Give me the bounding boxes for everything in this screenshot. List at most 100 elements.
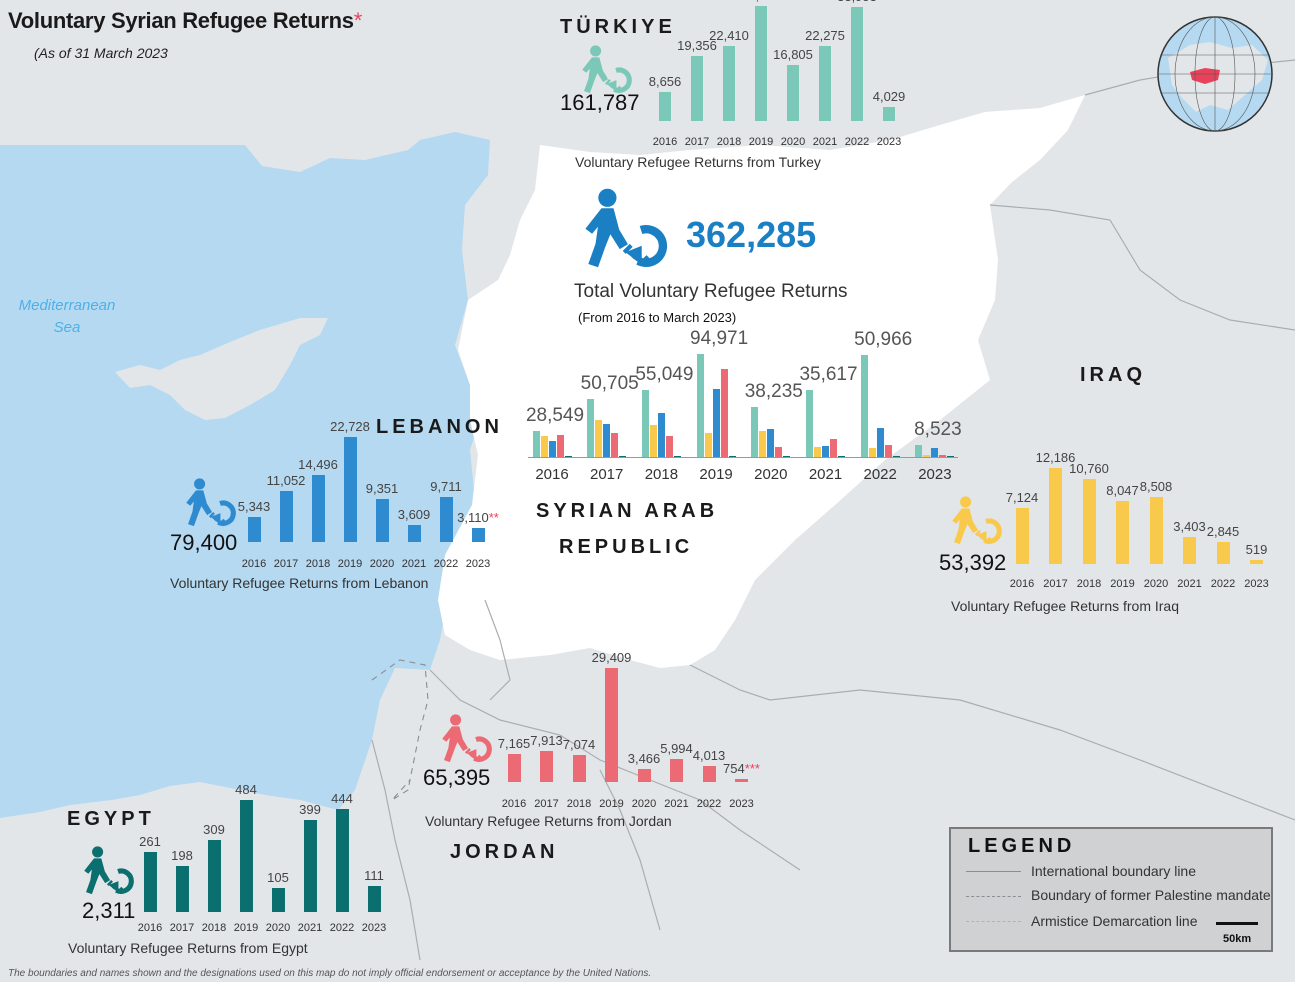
turkey-bar bbox=[691, 56, 703, 121]
iraq-year-label: 2018 bbox=[1076, 578, 1102, 590]
jordan-value-label: 29,409 bbox=[591, 650, 632, 665]
syria-iraq-bar bbox=[704, 432, 712, 457]
syria-egypt-bar bbox=[838, 455, 845, 457]
turkey-bar bbox=[851, 7, 863, 121]
syria-egypt-bar bbox=[892, 455, 900, 457]
egypt-year-label: 2020 bbox=[265, 922, 291, 934]
jordan-value-label: 3,466 bbox=[627, 750, 661, 766]
lebanon-value-label: 14,496 bbox=[298, 457, 338, 473]
egypt-bar bbox=[367, 886, 381, 912]
syria-turkey-bar bbox=[587, 398, 595, 457]
egypt-bar bbox=[175, 866, 189, 912]
egypt-year-label: 2021 bbox=[297, 922, 323, 934]
legend-item-armistice: Armistice Demarcation line bbox=[1031, 913, 1198, 929]
iraq-bar bbox=[1049, 468, 1062, 564]
lebanon-year-label: 2022 bbox=[433, 558, 459, 570]
turkey-value-label: 4,029 bbox=[872, 89, 906, 105]
turkey-value-label: 33,953 bbox=[837, 0, 877, 4]
country-label-egypt: EGYPT bbox=[67, 808, 155, 830]
lebanon-year-label: 2018 bbox=[305, 558, 331, 570]
iraq-caption: Voluntary Refugee Returns from Iraq bbox=[951, 598, 1180, 614]
syria-turkey-bar bbox=[751, 406, 759, 457]
iraq-bar bbox=[1149, 496, 1163, 564]
palestine-mandate-line bbox=[371, 659, 429, 801]
cyprus bbox=[115, 318, 328, 420]
lebanon-value-label: 5,343 bbox=[237, 499, 271, 515]
iraq-bar bbox=[1116, 500, 1129, 564]
country-label-jordan: JORDAN bbox=[450, 841, 559, 863]
iraq-value-label: 3,403 bbox=[1173, 519, 1206, 535]
syria-jordan-bar bbox=[720, 368, 728, 457]
jordan-value-label: 4,013 bbox=[692, 748, 726, 764]
syria-year-total-label: 28,549 bbox=[525, 405, 585, 426]
egypt-bar bbox=[335, 809, 349, 912]
syria-lebanon-bar bbox=[712, 388, 720, 457]
egypt-value-label: 261 bbox=[139, 833, 161, 849]
legend-box: LEGEND International boundary line Bound… bbox=[949, 827, 1273, 952]
jordan-year-label: 2018 bbox=[566, 798, 592, 810]
jordan-bar bbox=[605, 668, 618, 782]
turkey-year-label: 2020 bbox=[780, 136, 806, 148]
turkey-value-label: 16,805 bbox=[773, 46, 813, 62]
syria-turkey-bar bbox=[641, 389, 649, 457]
lebanon-value-label: 22,728 bbox=[330, 419, 370, 434]
syria-lebanon-bar bbox=[657, 413, 665, 457]
turkey-bar bbox=[883, 107, 895, 121]
egypt-value-label: 484 bbox=[235, 782, 257, 797]
legend-palestine-line-swatch bbox=[966, 896, 1021, 897]
lebanon-value-label: 3,609 bbox=[397, 507, 431, 523]
jordan-bar bbox=[572, 754, 586, 782]
jordan-total: 65,395 bbox=[423, 765, 491, 790]
syria-egypt-bar bbox=[947, 456, 955, 457]
syria-jordan-bar bbox=[665, 435, 673, 457]
lebanon-bar bbox=[407, 525, 421, 542]
lebanon-value-label: 9,711 bbox=[430, 479, 462, 495]
syria-iraq-bar bbox=[759, 431, 767, 457]
turkey-value-label: 22,275 bbox=[805, 28, 845, 44]
iraq-year-label: 2022 bbox=[1210, 578, 1236, 590]
egypt-bar bbox=[271, 887, 285, 912]
turkey-value-label: 34,303 bbox=[741, 0, 781, 3]
jordan-bar bbox=[540, 751, 553, 782]
iraq-value-label: 8,508 bbox=[1139, 478, 1173, 494]
country-label-iraq: IRAQ bbox=[1080, 364, 1146, 386]
jordan-year-label: 2023 bbox=[729, 798, 754, 810]
legend-item-palestine: Boundary of former Palestine mandate bbox=[1031, 887, 1271, 903]
syria-year-total-label: 50,966 bbox=[854, 329, 913, 351]
turkey-bar bbox=[659, 91, 671, 121]
iraq-year-label: 2021 bbox=[1177, 578, 1202, 590]
iraq-bar bbox=[1082, 479, 1096, 564]
jordan-person-walking-return-icon bbox=[443, 715, 489, 762]
turkey-bar bbox=[755, 6, 767, 121]
lebanon-note-asterisk: ** bbox=[488, 509, 499, 525]
egypt-bar bbox=[239, 800, 253, 912]
lebanon-year-label: 2019 bbox=[337, 558, 363, 570]
egypt-value-label: 309 bbox=[203, 822, 225, 838]
egypt-year-label: 2018 bbox=[201, 922, 227, 934]
lebanon-total: 79,400 bbox=[170, 530, 238, 555]
lebanon-year-label: 2017 bbox=[273, 558, 299, 570]
iraq-bar bbox=[1015, 507, 1029, 564]
iraq-value-label: 2,845 bbox=[1206, 523, 1240, 539]
syria-total-value: 362,285 bbox=[686, 214, 817, 255]
jordan-bar bbox=[702, 766, 716, 782]
egypt-year-label: 2022 bbox=[329, 922, 355, 934]
jordan-note-asterisk: *** bbox=[744, 761, 760, 777]
jordan-value-label: 7,165 bbox=[497, 736, 531, 752]
egypt-value-label: 444 bbox=[331, 791, 353, 807]
syria-jordan-bar bbox=[556, 435, 564, 457]
turkey-bar bbox=[723, 45, 735, 121]
syria-iraq-bar bbox=[814, 446, 821, 457]
country-label-turkiye: TÜRKIYE bbox=[560, 16, 676, 38]
turkey-person-walking-return-icon bbox=[583, 46, 629, 93]
iraq-year-label: 2016 bbox=[1009, 578, 1035, 590]
jordan-year-label: 2017 bbox=[534, 798, 559, 810]
syria-egypt-bar bbox=[619, 456, 627, 457]
syria-year-total-label: 55,049 bbox=[635, 363, 694, 385]
syria-lebanon-bar bbox=[548, 440, 556, 457]
syria-year-total-label: 50,705 bbox=[580, 372, 639, 394]
country-label-syria-line1: SYRIAN ARAB bbox=[536, 500, 719, 522]
syria-iraq-bar bbox=[649, 424, 657, 457]
jordan-bar bbox=[507, 754, 521, 782]
